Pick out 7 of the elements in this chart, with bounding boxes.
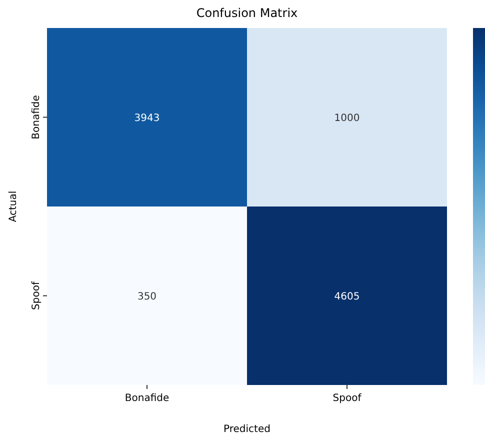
data-label: 3943: [134, 112, 160, 124]
data-label: 4605: [334, 291, 360, 302]
chart-title: Confusion Matrix: [196, 6, 298, 20]
y-axis-title: Actual: [8, 190, 19, 222]
data-label: 1000: [334, 112, 360, 124]
data-label: 350: [137, 291, 157, 302]
x-axis-title: Predicted: [224, 424, 270, 435]
